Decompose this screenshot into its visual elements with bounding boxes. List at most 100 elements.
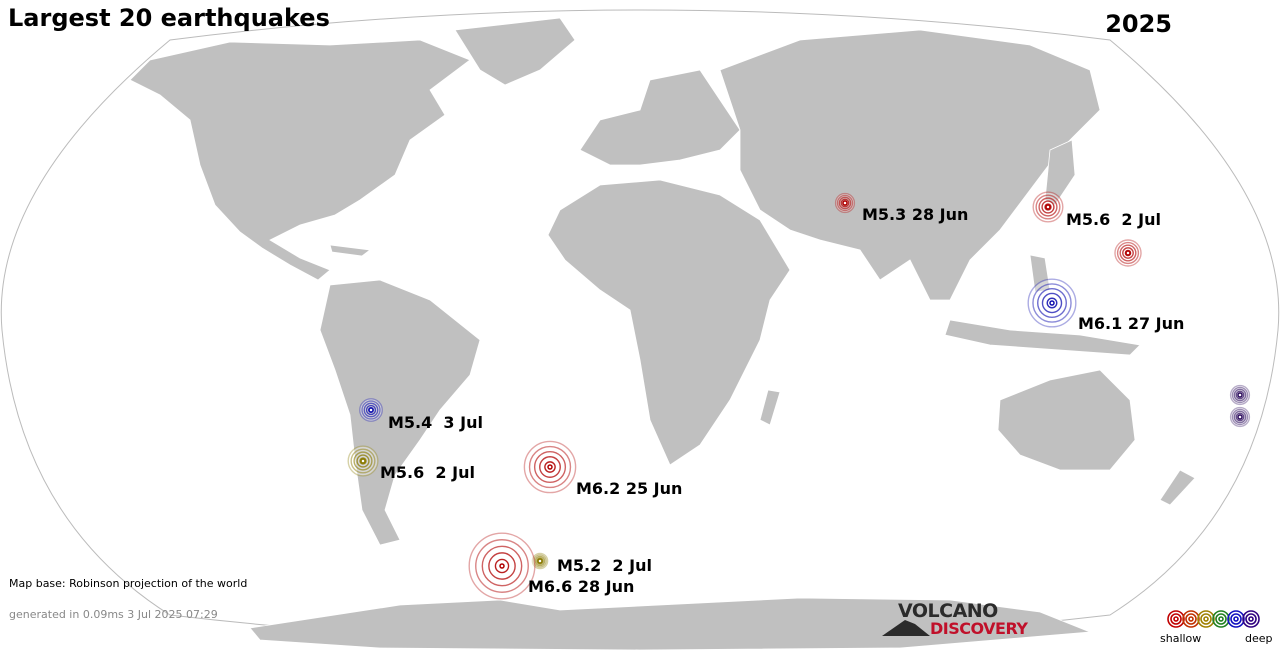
earthquake-marker-10[interactable] xyxy=(531,552,549,570)
legend-ring-6 xyxy=(1245,613,1257,625)
map-base-note: Map base: Robinson projection of the wor… xyxy=(9,577,248,590)
land-new-zealand xyxy=(1159,469,1196,506)
quake-ring xyxy=(1233,410,1247,424)
quake-ring xyxy=(1044,203,1052,211)
quake-ring xyxy=(840,198,850,208)
quake-ring xyxy=(359,457,367,465)
earthquake-marker-2[interactable] xyxy=(1032,191,1064,223)
quake-ring xyxy=(1041,200,1055,214)
legend-ring-2 xyxy=(1182,610,1200,628)
quake-ring xyxy=(1122,247,1134,259)
land-greenland xyxy=(454,17,576,86)
legend-ring-6 xyxy=(1242,610,1260,628)
land-north-america xyxy=(129,39,471,281)
quake-ring xyxy=(1235,390,1245,400)
legend-ring-1 xyxy=(1173,616,1179,622)
quake-ring xyxy=(533,554,547,568)
quake-ring xyxy=(1233,388,1247,402)
legend-deep-label: deep xyxy=(1245,632,1273,645)
quake-ring xyxy=(1041,292,1063,314)
legend-ring-3 xyxy=(1200,613,1212,625)
legend-ring-4 xyxy=(1212,610,1230,628)
earthquake-marker-6[interactable] xyxy=(1229,406,1251,428)
legend-ring-2 xyxy=(1185,613,1197,625)
earthquake-marker-3[interactable] xyxy=(1114,239,1142,267)
depth-legend-rings xyxy=(1167,610,1260,628)
legend-ring-6 xyxy=(1248,616,1254,622)
quake-ring xyxy=(534,555,546,567)
volcano-logo-icon xyxy=(882,620,930,636)
quake-label-9[interactable]: M6.2 25 Jun xyxy=(576,479,683,498)
land-australia xyxy=(997,369,1136,471)
legend-ring-3 xyxy=(1203,616,1209,622)
quake-ring xyxy=(365,404,377,416)
land-madagascar xyxy=(759,389,781,426)
earthquake-marker-1[interactable] xyxy=(834,192,856,214)
land-south-america xyxy=(319,279,481,546)
land-africa xyxy=(547,179,791,466)
landmasses xyxy=(129,17,1196,650)
quake-ring xyxy=(539,456,561,478)
legend-ring-5 xyxy=(1233,616,1239,622)
quake-epicenter xyxy=(368,407,374,413)
quake-epicenter xyxy=(1237,392,1243,398)
volcano-discovery-logo[interactable]: VOLCANO DISCOVERY xyxy=(880,600,1040,642)
quake-epicenter xyxy=(360,458,366,464)
legend-ring-5 xyxy=(1227,610,1245,628)
quake-epicenter xyxy=(1049,300,1055,306)
quake-label-7[interactable]: M5.4 3 Jul xyxy=(388,413,483,432)
earthquake-marker-11[interactable] xyxy=(468,532,536,600)
land-asia xyxy=(719,29,1101,301)
quake-ring xyxy=(528,445,572,489)
logo-text-bottom: DISCOVERY xyxy=(930,619,1028,638)
quake-ring xyxy=(1037,288,1067,318)
quake-ring xyxy=(363,402,379,418)
earthquake-marker-9[interactable] xyxy=(523,440,577,494)
quake-ring xyxy=(1038,197,1058,217)
quake-label-1[interactable]: M5.3 28 Jun xyxy=(862,205,969,224)
land-japan xyxy=(1044,139,1076,206)
quake-label-10[interactable]: M5.2 2 Jul xyxy=(557,556,652,575)
legend-ring-1 xyxy=(1167,610,1185,628)
quake-epicenter xyxy=(499,563,505,569)
land-philippines xyxy=(1029,254,1051,293)
quake-ring xyxy=(1231,408,1249,426)
quake-ring xyxy=(475,539,529,593)
quake-epicenter xyxy=(842,200,848,206)
quake-ring xyxy=(488,552,516,580)
legend-ring-5 xyxy=(1230,613,1242,625)
quake-label-11[interactable]: M6.6 28 Jun xyxy=(528,577,635,596)
quake-label-4[interactable]: M6.1 27 Jun xyxy=(1078,314,1185,333)
earthquake-marker-4[interactable] xyxy=(1027,278,1077,328)
quake-label-2[interactable]: M5.6 2 Jul xyxy=(1066,210,1161,229)
quake-ring xyxy=(356,454,370,468)
depth-legend: shallow deep xyxy=(1160,606,1273,648)
quake-ring xyxy=(836,194,854,212)
land-antarctica xyxy=(249,597,1091,650)
quake-ring xyxy=(1046,297,1058,309)
legend-ring-4 xyxy=(1218,616,1224,622)
quake-epicenter xyxy=(537,558,543,564)
earthquake-markers[interactable] xyxy=(347,191,1251,600)
quake-ring xyxy=(1035,194,1061,220)
page-title: Largest 20 earthquakes xyxy=(8,4,330,32)
land-indonesia xyxy=(944,319,1141,356)
quake-ring xyxy=(1116,241,1140,265)
quake-ring xyxy=(1231,386,1249,404)
quake-ring xyxy=(1119,244,1137,262)
quake-ring xyxy=(1032,283,1072,323)
quake-ring xyxy=(353,451,373,471)
quake-ring xyxy=(350,448,376,474)
quake-epicenter xyxy=(1045,204,1051,210)
year-label: 2025 xyxy=(1105,10,1172,38)
earthquake-marker-7[interactable] xyxy=(359,398,383,422)
quake-ring xyxy=(536,557,544,565)
quake-label-8[interactable]: M5.6 2 Jul xyxy=(380,463,475,482)
land-cuba xyxy=(329,244,372,257)
generated-note: generated in 0.09ms 3 Jul 2025 07:29 xyxy=(9,608,218,621)
earthquake-marker-5[interactable] xyxy=(1229,384,1251,406)
earthquake-marker-8[interactable] xyxy=(347,445,379,477)
quake-ring xyxy=(481,545,523,587)
